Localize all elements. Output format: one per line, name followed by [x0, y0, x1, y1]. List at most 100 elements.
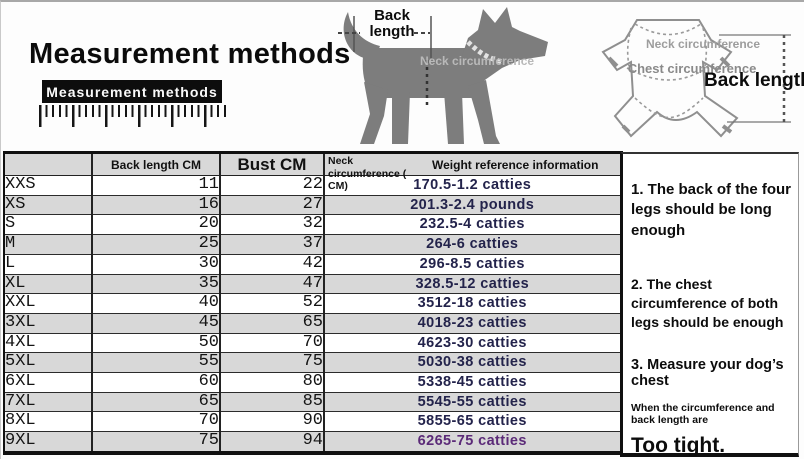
back-length-cell: 70 [92, 411, 221, 433]
bust-cell: 94 [220, 431, 325, 454]
back-length-cell: 16 [92, 195, 221, 216]
fitting-notes-panel: 1. The back of the four legs should be l… [620, 152, 799, 457]
weight-cell: 296-8.5 catties [324, 254, 621, 275]
table-row: S 20 32 232.5-4 catties [4, 214, 621, 236]
size-cell: 4XL [4, 333, 93, 354]
size-column-header [4, 152, 93, 176]
table-header-row: Back length CM Bust CM Neck circumferenc… [4, 152, 621, 192]
back-length-column-header: Back length CM [92, 152, 221, 176]
weight-text: 5855-65 catties [417, 413, 527, 430]
weight-cell: 201.3-2.4 pounds [324, 195, 621, 216]
weight-text: 5030-38 catties [417, 354, 527, 371]
dog-back-length-label: Back length [369, 7, 415, 40]
table-row: 4XL 50 70 4623-30 catties [4, 333, 621, 354]
weight-cell: 5030-38 catties [324, 352, 621, 374]
weight-cell: 232.5-4 catties [324, 214, 621, 236]
back-length-cell: 45 [92, 313, 221, 334]
bust-cell: 27 [220, 195, 325, 216]
table-row: 3XL 45 65 4018-23 catties [4, 313, 621, 334]
weight-cell: 4623-30 catties [324, 333, 621, 354]
neck-circumference-column-header: Neck circumference ( CM) [328, 155, 407, 193]
back-length-cell: 11 [92, 175, 221, 196]
weight-cell: 264-6 catties [324, 234, 621, 255]
dog-silhouette-icon [338, 7, 548, 144]
weight-text: 6265-75 catties [417, 433, 527, 450]
size-cell: M [4, 234, 93, 255]
bust-cell: 85 [220, 392, 325, 413]
table-row: XL 35 47 328.5-12 catties [4, 274, 621, 295]
size-cell: 7XL [4, 392, 93, 413]
back-length-cell: 55 [92, 352, 221, 374]
bust-cell: 32 [220, 214, 325, 236]
bust-cell: 90 [220, 411, 325, 433]
back-length-cell: 50 [92, 333, 221, 354]
size-cell: XXL [4, 293, 93, 314]
weight-text: 264-6 catties [426, 236, 519, 253]
garment-back-length-label: Back length [704, 70, 804, 91]
bust-cell: 37 [220, 234, 325, 255]
size-cell: XS [4, 195, 93, 216]
weight-text: 4623-30 catties [417, 334, 527, 351]
weight-text: 3512-18 catties [417, 295, 527, 312]
garment-chest-circumference-label: Chest circumference [627, 61, 757, 76]
size-cell: 9XL [4, 431, 93, 454]
weight-text: 232.5-4 catties [419, 216, 525, 233]
back-length-cell: 60 [92, 372, 221, 393]
neck-weight-column-header: Neck circumference ( CM) Weight referenc… [324, 152, 621, 192]
weight-text: 5545-55 catties [417, 393, 527, 410]
table-row: 6XL 60 80 5338-45 catties [4, 372, 621, 393]
bust-cell: 75 [220, 352, 325, 374]
note-item: When the circumference and back length a… [631, 402, 775, 427]
page-title: Measurement methods [29, 38, 351, 70]
size-cell: 6XL [4, 372, 93, 393]
table-row: XS 16 27 201.3-2.4 pounds [4, 195, 621, 216]
weight-column-header: Weight reference information [432, 157, 599, 172]
bust-cell: 65 [220, 313, 325, 334]
back-length-cell: 35 [92, 274, 221, 295]
size-cell: XXS [4, 175, 93, 196]
size-table: Back length CM Bust CM Neck circumferenc… [3, 151, 623, 455]
table-row: 9XL 75 94 6265-75 catties [4, 431, 621, 454]
bust-cell: 70 [220, 333, 325, 354]
back-length-cell: 40 [92, 293, 221, 314]
weight-cell: 5338-45 catties [324, 372, 621, 393]
table-row: M 25 37 264-6 catties [4, 234, 621, 255]
weight-cell: 328.5-12 catties [324, 274, 621, 295]
back-length-cell: 75 [92, 431, 221, 454]
weight-cell: 4018-23 catties [324, 313, 621, 334]
size-table-body: XXS 11 22 170.5-1.2 catties XS 16 27 201.3-2.4… [4, 175, 621, 454]
size-cell: L [4, 254, 93, 275]
weight-text: 328.5-12 catties [415, 275, 530, 292]
back-length-cell: 25 [92, 234, 221, 255]
weight-text: 170.5-1.2 catties [413, 177, 532, 193]
garment-measurement-diagram: Neck circumference Chest circumference B… [571, 4, 804, 148]
back-length-cell: 30 [92, 254, 221, 275]
weight-text: 296-8.5 catties [419, 255, 525, 272]
size-cell: XL [4, 274, 93, 295]
weight-text: 4018-23 catties [417, 314, 527, 331]
back-length-cell: 20 [92, 214, 221, 236]
table-row: XXS 11 22 170.5-1.2 catties [4, 175, 621, 196]
size-cell: 8XL [4, 411, 93, 433]
bust-cell: 22 [220, 175, 325, 196]
dog-measurement-diagram: Back length Neck circumference [334, 4, 566, 148]
title-badge: Measurement methods [42, 80, 222, 103]
bust-column-header: Bust CM [220, 152, 325, 176]
garment-neck-circumference-label: Neck circumference [645, 37, 761, 51]
garment-outline-icon [601, 19, 791, 138]
table-row: 8XL 70 90 5855-65 catties [4, 411, 621, 433]
note-too-tight: Too tight. [631, 434, 726, 458]
size-cell: 3XL [4, 313, 93, 334]
bust-cell: 47 [220, 274, 325, 295]
weight-cell: 3512-18 catties [324, 293, 621, 314]
table-row: 5XL 55 75 5030-38 catties [4, 352, 621, 374]
size-cell: S [4, 214, 93, 236]
bust-cell: 42 [220, 254, 325, 275]
weight-cell: 170.5-1.2 catties [324, 175, 621, 196]
weight-cell: 5545-55 catties [324, 392, 621, 413]
table-row: L 30 42 296-8.5 catties [4, 254, 621, 275]
note-item: 2. The chest circumference of both legs … [631, 275, 784, 330]
dog-neck-circumference-label: Neck circumference [420, 54, 535, 68]
note-item: 1. The back of the four legs should be l… [631, 181, 792, 239]
